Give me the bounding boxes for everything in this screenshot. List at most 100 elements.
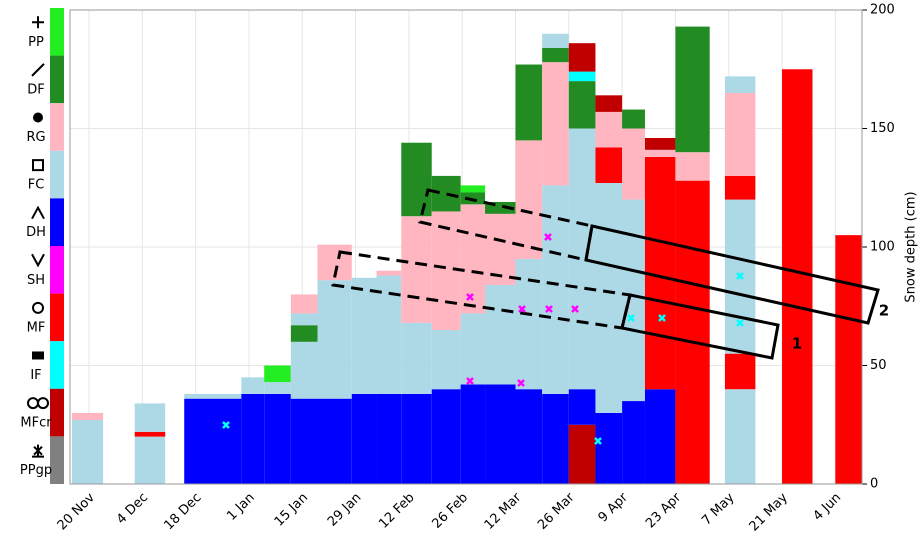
snow-layer bbox=[644, 389, 676, 484]
snow-layer bbox=[241, 377, 265, 394]
legend-symbol bbox=[37, 397, 49, 410]
snow-layer bbox=[134, 431, 166, 437]
snow-layer bbox=[724, 76, 756, 93]
x-tick-label: 23 Apr bbox=[643, 490, 685, 532]
snow-layer bbox=[264, 382, 291, 394]
snow-layer bbox=[515, 64, 543, 141]
snow-layer bbox=[595, 412, 623, 484]
snow-layer bbox=[376, 393, 402, 484]
x-tick-label: 9 Apr bbox=[596, 490, 632, 526]
box-2 bbox=[584, 224, 880, 325]
legend-symbol bbox=[31, 205, 45, 220]
snow-layer bbox=[644, 149, 676, 157]
x-tick-label: 1 Jan bbox=[224, 490, 258, 524]
legend-label: FC bbox=[28, 178, 45, 193]
x-tick-label: 4 Dec bbox=[114, 490, 151, 527]
legend-symbol bbox=[32, 159, 44, 172]
snow-layer bbox=[184, 393, 242, 399]
snow-layer bbox=[568, 128, 596, 390]
snow-layer bbox=[485, 213, 516, 285]
snow-layer bbox=[595, 95, 623, 112]
snow-layer bbox=[622, 109, 645, 129]
snow-layer bbox=[568, 71, 596, 82]
snow-layer bbox=[431, 175, 461, 212]
legend-label: PP bbox=[28, 35, 44, 50]
box-1 bbox=[620, 293, 780, 360]
legend-swatch bbox=[50, 198, 64, 246]
snow-layer bbox=[184, 398, 242, 484]
x-tick-label: 15 Jan bbox=[272, 490, 311, 529]
snow-layer bbox=[568, 43, 596, 72]
x-tick-label: 12 Feb bbox=[376, 490, 418, 532]
legend-swatch bbox=[50, 8, 64, 56]
snow-layer bbox=[515, 140, 543, 259]
snow-layer bbox=[460, 204, 486, 314]
plot-area: 20 Nov 4 Dec 18 Dec 1 Jan 15 Jan 29 Jan 12 Feb… bbox=[55, 3, 895, 535]
snow-layer bbox=[460, 185, 486, 193]
y-tick-label: 50 bbox=[870, 358, 887, 373]
y-tick-label: 0 bbox=[870, 477, 878, 492]
legend-symbol bbox=[33, 112, 43, 123]
snow-layer bbox=[134, 436, 166, 484]
snow-layer bbox=[71, 412, 104, 421]
legend-label: MF bbox=[27, 320, 46, 335]
x-tick-label: 29 Jan bbox=[325, 490, 364, 529]
snow-layer bbox=[431, 389, 461, 484]
snow-layer bbox=[622, 128, 645, 200]
snow-layer bbox=[290, 398, 318, 484]
snow-layer bbox=[460, 384, 486, 484]
snow-layer bbox=[568, 389, 596, 425]
snow-layer bbox=[622, 401, 645, 484]
snow-layer bbox=[568, 424, 596, 484]
legend-swatch bbox=[50, 293, 64, 342]
snow-layer bbox=[351, 393, 377, 484]
snow-layer bbox=[290, 325, 318, 342]
snow-layer bbox=[264, 393, 291, 484]
snow-layer bbox=[644, 137, 676, 150]
snow-layer bbox=[542, 33, 569, 48]
x-tick-label: 26 Mar bbox=[535, 490, 578, 533]
snow-layer bbox=[675, 152, 710, 181]
crosses bbox=[222, 233, 744, 445]
snow-layer bbox=[724, 92, 756, 176]
legend-swatch bbox=[50, 150, 64, 199]
snow-layer bbox=[401, 393, 432, 484]
snow-layer bbox=[675, 180, 710, 484]
snow-layer bbox=[542, 47, 569, 63]
snow-layer bbox=[71, 420, 104, 484]
snow-layer bbox=[290, 341, 318, 399]
legend-label: DF bbox=[27, 82, 45, 97]
overlay bbox=[222, 188, 880, 445]
legend-label: DH bbox=[26, 225, 46, 240]
legend-swatch bbox=[50, 388, 64, 437]
snow-layer bbox=[515, 389, 543, 484]
dashed-band bbox=[418, 188, 594, 262]
legend-symbol bbox=[32, 16, 44, 29]
snow-layer bbox=[431, 211, 461, 330]
snow-layer bbox=[542, 62, 569, 186]
x-tick-label: 21 May bbox=[747, 490, 791, 534]
legend-label: MFcr bbox=[20, 416, 52, 431]
legend-label: SH bbox=[27, 273, 45, 288]
legend-label: PPgp bbox=[20, 463, 52, 478]
snow-layer bbox=[595, 183, 623, 413]
snow-layer bbox=[290, 313, 318, 326]
snow-layer bbox=[568, 81, 596, 129]
annotation: 2 bbox=[879, 302, 889, 320]
x-tick-label: 26 Feb bbox=[430, 490, 472, 532]
legend-swatch bbox=[50, 55, 64, 104]
snow-layer bbox=[724, 175, 756, 200]
snow-layer bbox=[317, 398, 352, 484]
snow-layer bbox=[724, 353, 756, 390]
snow-layer bbox=[724, 389, 756, 484]
snow-layer bbox=[622, 199, 645, 402]
snow-layer bbox=[485, 284, 516, 385]
snow-layer bbox=[485, 384, 516, 484]
x-tick-label: 20 Nov bbox=[55, 490, 98, 533]
x-tick-label: 18 Dec bbox=[161, 490, 204, 533]
snow-layer bbox=[401, 216, 432, 323]
legend-symbol bbox=[27, 397, 39, 410]
snow-layer bbox=[376, 270, 402, 276]
legend-swatch bbox=[50, 436, 64, 484]
snow-layer bbox=[595, 147, 623, 184]
